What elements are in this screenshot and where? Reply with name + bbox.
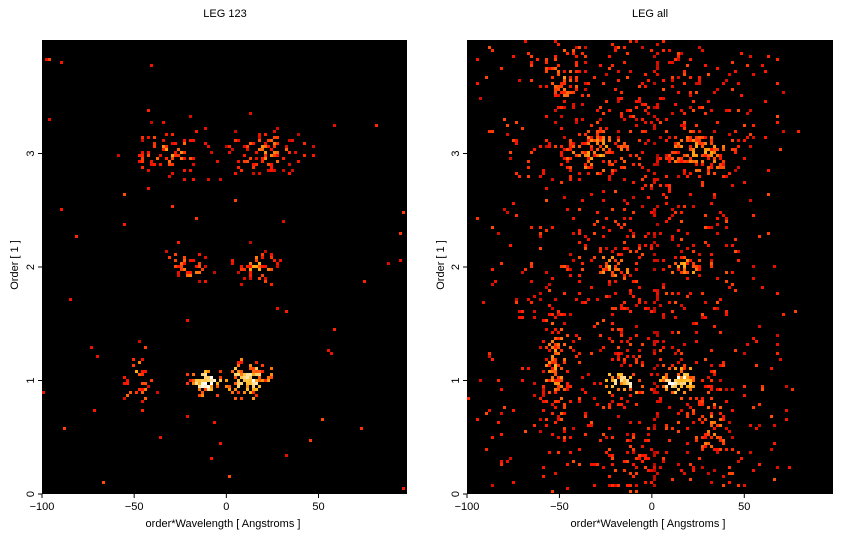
- y-tick-label: 0: [450, 491, 462, 497]
- y-axis-ticks: 0 1 2 3: [25, 150, 42, 497]
- y-tick-label: 0: [25, 491, 37, 497]
- x-axis-label: order*Wavelength [ Angstroms ]: [571, 518, 726, 530]
- x-tick-label: 50: [738, 501, 750, 513]
- x-axis-ticks: −100 −50 0 50: [30, 494, 325, 513]
- y-axis-label: Order [ 1 ]: [9, 240, 21, 290]
- chart-panel-leg-all: LEG all −100 −50 0 50 0 1 2 3 order*Wavelength…: [435, 8, 833, 530]
- x-axis-label: order*Wavelength [ Angstroms ]: [146, 518, 301, 530]
- chart-title: LEG all: [632, 8, 668, 20]
- heatmap-plot-area: [42, 40, 407, 494]
- heatmap-background: [467, 40, 833, 494]
- y-tick-label: 2: [450, 264, 462, 270]
- heatmap-plot-area: [467, 40, 833, 494]
- heatmap-cells: [42, 58, 405, 490]
- x-tick-label: −50: [125, 501, 144, 513]
- y-tick-label: 1: [450, 377, 462, 383]
- x-tick-label: 0: [223, 501, 229, 513]
- x-tick-label: 50: [312, 501, 324, 513]
- y-tick-label: 1: [25, 377, 37, 383]
- y-tick-label: 3: [450, 150, 462, 156]
- y-tick-label: 2: [25, 264, 37, 270]
- x-axis-ticks: −100 −50 0 50: [455, 494, 750, 513]
- chart-panel-leg-123: LEG 123 −100 −50 0 50 0 1 2 3 order*Wavelength…: [9, 8, 407, 530]
- y-axis-ticks: 0 1 2 3: [450, 150, 467, 497]
- x-tick-label: 0: [649, 501, 655, 513]
- heatmap-background: [42, 40, 407, 494]
- y-axis-label: Order [ 1 ]: [435, 240, 447, 290]
- chart-title: LEG 123: [203, 8, 246, 20]
- heatmap-cells: [467, 40, 800, 493]
- x-tick-label: −50: [550, 501, 569, 513]
- x-tick-label: −100: [455, 501, 480, 513]
- y-tick-label: 3: [25, 150, 37, 156]
- x-tick-label: −100: [30, 501, 55, 513]
